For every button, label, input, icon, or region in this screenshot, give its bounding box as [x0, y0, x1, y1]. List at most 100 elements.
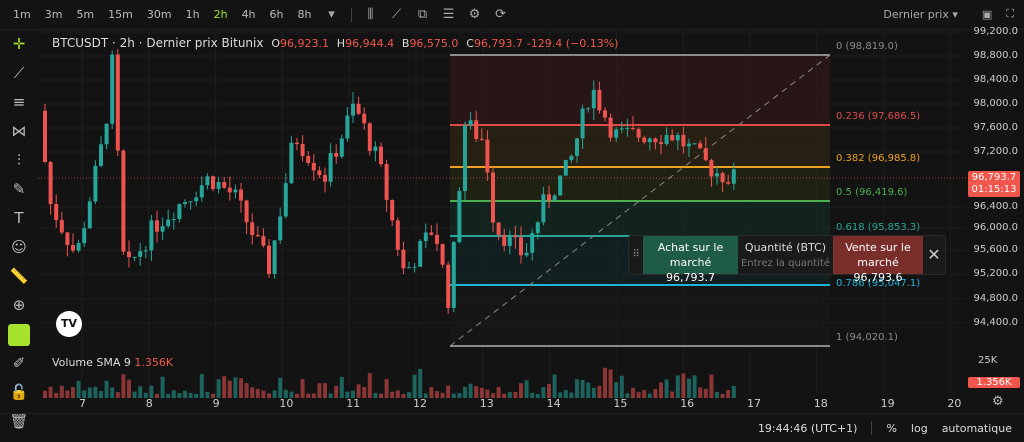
candle-body [692, 143, 697, 145]
volume-bar [653, 388, 658, 398]
pattern-icon[interactable]: ⋈ [11, 122, 27, 140]
volume-bar [138, 386, 143, 398]
time-tick: 11 [346, 397, 361, 410]
volume-bar [317, 383, 322, 398]
candle-body [356, 103, 361, 114]
candle-body [300, 144, 305, 156]
ruler-icon[interactable]: 📏 [9, 267, 29, 285]
volume-bar [479, 387, 484, 398]
candle-body [625, 127, 630, 129]
candle-body [110, 54, 115, 124]
log-toggle[interactable]: log [910, 421, 928, 435]
candle-body [160, 226, 165, 232]
share-icon[interactable]: ⧉ [417, 7, 428, 22]
candle-body [171, 219, 176, 221]
market-sell-button[interactable]: Vente sur le marché 96,793.6 [833, 236, 923, 284]
color-swatch[interactable] [0, 320, 38, 349]
drag-handle-icon[interactable]: ⠿ [632, 249, 640, 260]
price-chart[interactable] [38, 30, 966, 410]
volume-bar [289, 391, 294, 398]
price-tick: 97,600.0 [973, 122, 1018, 133]
candle-body [485, 139, 490, 173]
auto-scale-toggle[interactable]: automatique [941, 421, 1012, 435]
close-value: 96,793.7 [473, 37, 523, 50]
tf-15m[interactable]: 15m [108, 8, 133, 21]
candle-body [541, 194, 546, 223]
volume-bar [608, 369, 613, 398]
volume-bar [199, 373, 204, 398]
candle-body [502, 234, 507, 246]
candle-body [199, 185, 204, 198]
candle-body [323, 175, 327, 182]
gear-icon[interactable]: ⚙ [468, 7, 481, 22]
clock[interactable]: 19:44:46 (UTC+1) [757, 421, 858, 435]
candle-body [351, 103, 355, 116]
price-tick: 98,800.0 [973, 50, 1018, 61]
chevron-down-icon[interactable]: ▾ [328, 7, 335, 22]
candle-body [731, 169, 736, 184]
tradingview-logo[interactable]: TV [56, 311, 82, 337]
price-source-dropdown[interactable]: Dernier prix ▾ [883, 7, 958, 21]
candle-body [177, 204, 182, 220]
tf-6h[interactable]: 6h [269, 8, 284, 21]
volume-bar [731, 385, 736, 398]
volume-bar [636, 392, 641, 398]
candle-type-icon[interactable]: ⫼ [367, 7, 374, 22]
percent-toggle[interactable]: % [886, 421, 897, 435]
market-buy-button[interactable]: Achat sur le marché 96,793.7 [643, 236, 738, 284]
tf-1h[interactable]: 1h [185, 8, 200, 21]
text-icon[interactable]: T [14, 209, 24, 227]
tf-1m[interactable]: 1m [13, 8, 31, 21]
refresh-icon[interactable]: ⟳ [495, 7, 506, 22]
volume-bar [379, 393, 383, 398]
candle-body [614, 129, 619, 138]
tf-2h[interactable]: 2h [213, 8, 228, 21]
volume-bar [463, 386, 467, 398]
candle-body [659, 142, 663, 145]
quantity-input[interactable] [739, 258, 832, 269]
tf-8h[interactable]: 8h [297, 8, 312, 21]
tf-30m[interactable]: 30m [146, 8, 172, 21]
candle-body [703, 148, 708, 161]
divider [350, 7, 352, 22]
candle-body [429, 232, 434, 235]
volume-bar [580, 379, 585, 398]
magnet-icon[interactable]: ✐ [12, 354, 26, 372]
candle-body [580, 108, 585, 139]
candle-body [138, 251, 143, 257]
volume-bar [502, 393, 507, 398]
settings-gear-icon[interactable]: ⚙ [992, 394, 1004, 409]
zoom-icon[interactable]: ⊕ [12, 296, 26, 314]
volume-bar [451, 393, 456, 398]
candle-body [267, 245, 271, 274]
layout-icon[interactable]: ▣ [981, 7, 993, 21]
brush-icon[interactable]: ✎ [12, 180, 26, 198]
candle-body [479, 138, 484, 140]
crosshair-icon[interactable]: ✛ [12, 35, 26, 53]
list-icon[interactable]: ☰ [442, 7, 455, 22]
fullscreen-icon[interactable]: ⛶ [1006, 7, 1014, 20]
volume-bar [166, 393, 171, 398]
candle-body [289, 142, 294, 184]
volume-bar [530, 392, 535, 398]
horizontal-lines-icon[interactable]: ≡ [12, 93, 26, 111]
tf-4h[interactable]: 4h [241, 8, 256, 21]
fib-zone [450, 167, 830, 201]
fib-icon[interactable]: ⫶ [17, 151, 21, 169]
volume-bar [43, 390, 47, 398]
close-icon[interactable]: ✕ [927, 245, 941, 264]
emoji-icon[interactable]: ☺ [11, 238, 27, 256]
candle-body [513, 235, 518, 238]
candle-body [569, 155, 574, 161]
indicators-icon[interactable]: ⟋ [391, 7, 402, 22]
candle-body [87, 201, 92, 229]
lock-icon[interactable]: 🔓 [9, 383, 29, 401]
trash-icon[interactable]: 🗑 [9, 412, 29, 430]
price-axis[interactable]: 99,200.0 98,800.0 98,400.0 98,000.0 97,600.0… [966, 26, 1024, 410]
volume-bar [351, 390, 355, 398]
trendline-icon[interactable]: ⟋ [13, 64, 25, 82]
tf-3m[interactable]: 3m [44, 8, 63, 21]
candle-body [412, 266, 417, 268]
tf-5m[interactable]: 5m [76, 8, 95, 21]
volume-bar [491, 393, 495, 398]
